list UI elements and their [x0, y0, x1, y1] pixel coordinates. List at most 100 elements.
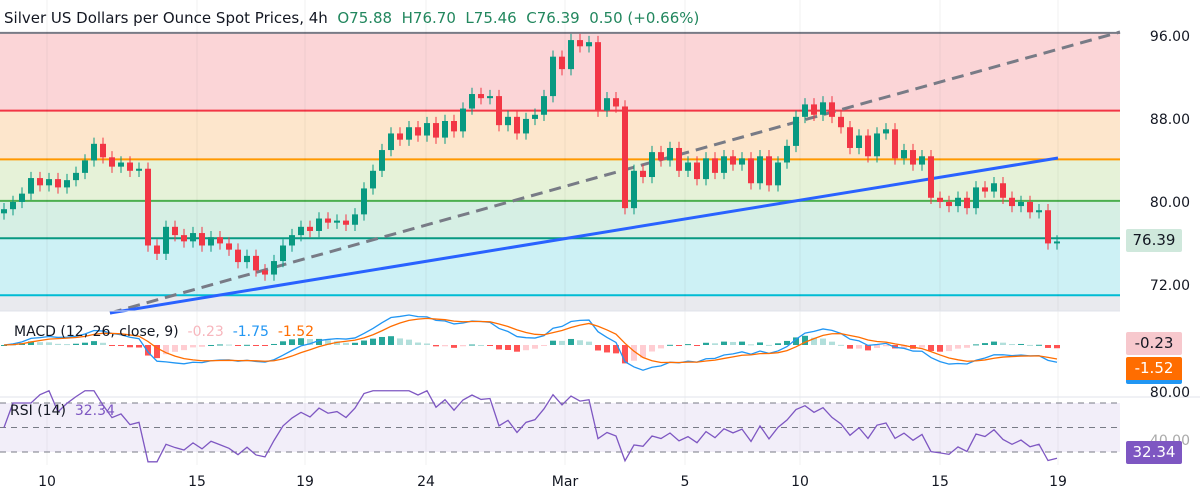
candle-body	[955, 197, 961, 207]
candle-body	[766, 156, 772, 186]
candle-body	[451, 121, 457, 132]
rsi-value-label: 32.34	[1126, 441, 1182, 464]
candle-body	[46, 179, 52, 186]
rsi-band	[0, 403, 1120, 452]
candle-body	[163, 226, 169, 254]
candle-body	[1045, 210, 1051, 244]
rsi-legend: RSI (14) 32.34	[10, 403, 115, 419]
candle-body	[172, 226, 178, 236]
macd-histogram-bar	[784, 340, 790, 345]
candle-body	[973, 187, 979, 209]
fib-zone	[0, 110, 1120, 160]
macd-histogram-bar	[1045, 345, 1051, 348]
date-tick: Mar	[551, 474, 579, 490]
macd-histogram-bar	[406, 339, 412, 345]
macd-histogram-bar	[253, 345, 259, 346]
candle-body	[388, 133, 394, 151]
macd-histogram-bar	[712, 343, 718, 345]
candle-body	[856, 135, 862, 148]
macd-histogram-bar	[937, 345, 943, 352]
candle-body	[649, 152, 655, 178]
macd-histogram-bar	[838, 344, 844, 346]
low-value: L75.46	[465, 9, 517, 27]
date-tick: 5	[680, 474, 690, 490]
rsi-label: RSI (14)	[10, 403, 66, 419]
date-tick: 10	[38, 474, 56, 490]
macd-histogram-bar	[811, 337, 817, 345]
date-tick: 24	[417, 474, 435, 490]
macd-histogram-bar	[505, 345, 511, 350]
candle-body	[28, 178, 34, 194]
symbol-title: Silver US Dollars per Ounce Spot Prices,…	[4, 9, 328, 27]
candle-body	[640, 170, 646, 178]
macd-histogram-bar	[613, 345, 619, 354]
candle-body	[253, 255, 259, 271]
candle-body	[235, 249, 241, 263]
macd-histogram-bar	[703, 342, 709, 345]
macd-histogram-bar	[550, 340, 556, 345]
candle-body	[127, 162, 133, 171]
candle-body	[136, 168, 142, 171]
candle-body	[271, 261, 277, 275]
candle-body	[874, 133, 880, 157]
macd-histogram-bar	[343, 342, 349, 345]
candle-body	[478, 94, 484, 99]
candle-body	[559, 56, 565, 70]
macd-histogram-bar	[730, 341, 736, 345]
macd-histogram-bar	[325, 340, 331, 345]
candle-body	[505, 116, 511, 126]
fib-zone	[0, 295, 1120, 311]
macd-histogram-bar	[802, 335, 808, 345]
grid	[46, 0, 1059, 465]
macd-histogram-bar	[172, 345, 178, 352]
candle-body	[928, 156, 934, 198]
candle-body	[145, 168, 151, 246]
macd-hist-label: -0.23	[1126, 332, 1182, 355]
candle-body	[82, 160, 88, 173]
candle-body	[901, 150, 907, 159]
candle-body	[190, 233, 196, 242]
macd-histogram-bar	[370, 338, 376, 345]
macd-histogram-bar	[577, 340, 583, 345]
candle-body	[343, 220, 349, 225]
candle-body	[694, 162, 700, 180]
candle-body	[370, 170, 376, 189]
candle-body	[118, 162, 124, 167]
rsi-line	[3, 389, 1058, 463]
macd-histogram-bar	[1054, 345, 1060, 349]
macd-histogram-bar	[757, 342, 763, 345]
macd-histogram-bar	[928, 345, 934, 352]
candle-body	[721, 156, 727, 173]
close-value: C76.39	[526, 9, 580, 27]
candle-body	[892, 129, 898, 159]
candle-body	[1018, 201, 1024, 207]
fib-zone	[0, 32, 1120, 111]
macd-signal-value: -1.52	[277, 324, 315, 340]
candle-body	[757, 156, 763, 184]
candle-body	[514, 116, 520, 134]
macd-histogram-bar	[37, 342, 43, 345]
candle-body	[577, 40, 583, 47]
macd-histogram-bar	[532, 345, 538, 349]
candle-body	[532, 114, 538, 119]
macd-histogram-bar	[856, 345, 862, 349]
macd-hist-value: -0.23	[187, 324, 224, 340]
macd-histogram-bar	[28, 341, 34, 345]
candle-body	[415, 127, 421, 136]
candle-body	[433, 123, 439, 138]
candle-body	[361, 188, 367, 215]
candle-body	[883, 129, 889, 134]
candle-body	[667, 147, 673, 161]
candle-body	[739, 158, 745, 165]
candle-body	[775, 162, 781, 186]
macd-histogram-bar	[748, 344, 754, 346]
candle-body	[703, 158, 709, 180]
candle-body	[325, 218, 331, 223]
rsi-tick: 80.00	[1149, 385, 1190, 401]
macd-histogram-bar	[766, 344, 772, 346]
macd-histogram-bar	[739, 341, 745, 345]
macd-histogram-bar	[586, 341, 592, 345]
macd-legend: MACD (12, 26, close, 9) -0.23 -1.75 -1.5…	[14, 324, 314, 340]
macd-histogram-bar	[568, 338, 574, 345]
